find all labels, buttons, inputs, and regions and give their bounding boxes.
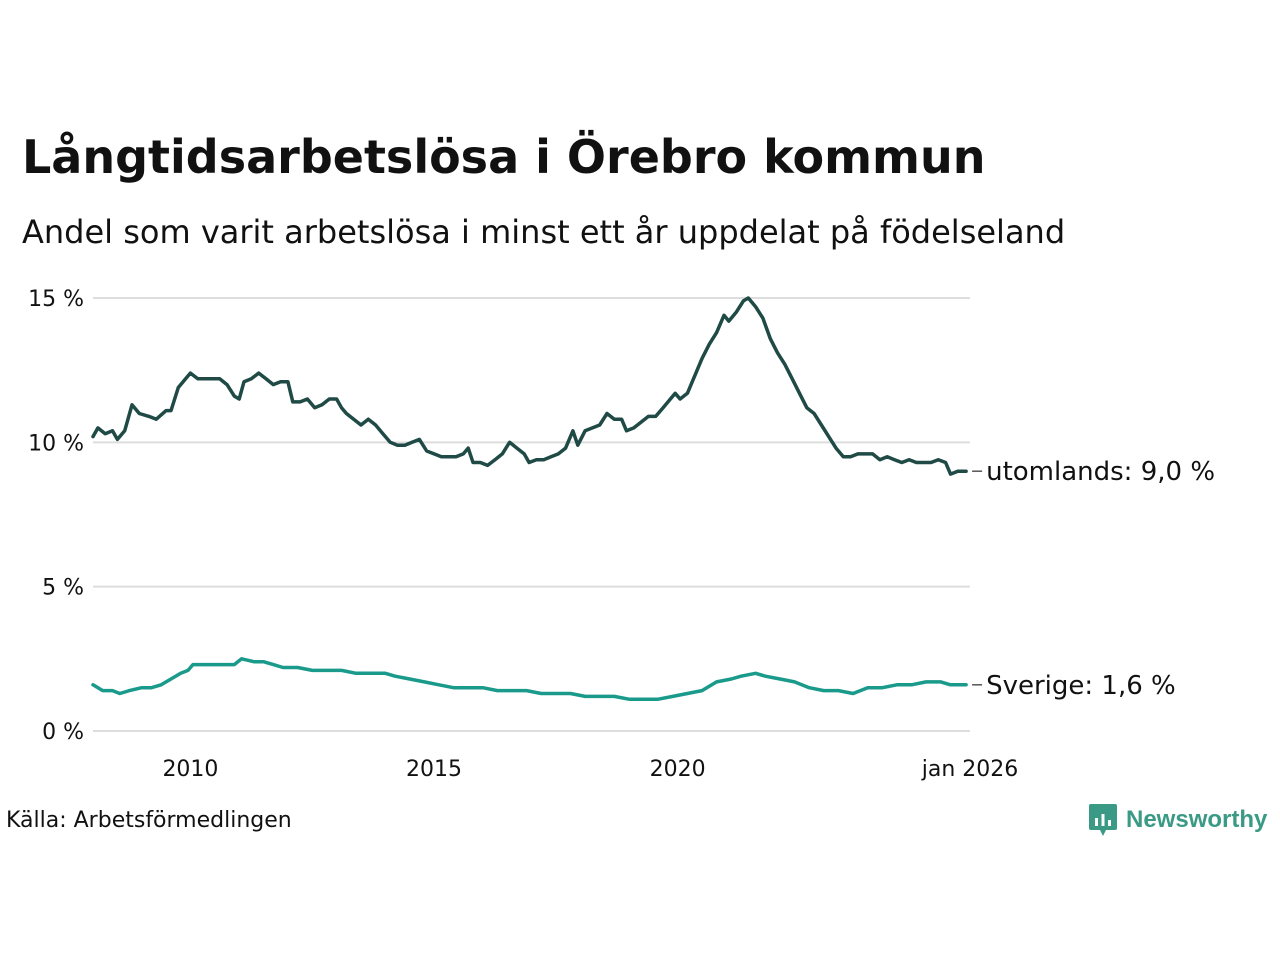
newsworthy-logo-text: Newsworthy (1126, 806, 1268, 833)
y-tick-label: 10 % (28, 431, 84, 456)
y-tick-label: 5 % (42, 576, 84, 601)
x-tick-label: 2020 (650, 757, 706, 782)
x-tick-label: 2010 (162, 757, 218, 782)
newsworthy-logo-icon (1089, 804, 1117, 836)
y-tick-label: 15 % (28, 287, 84, 312)
end-label-sverige: Sverige: 1,6 % (986, 671, 1176, 701)
newsworthy-logo: Newsworthy (1088, 802, 1267, 838)
series-line-utomlands (91, 296, 968, 476)
y-tick-label: 0 % (42, 720, 84, 745)
series-line-sverige (91, 657, 968, 701)
x-tick-label: 2015 (406, 757, 462, 782)
x-tick-label: jan 2026 (921, 757, 1019, 782)
chart-title: Långtidsarbetslösa i Örebro kommun (22, 130, 986, 184)
source-note: Källa: Arbetsförmedlingen (6, 808, 292, 833)
end-label-utomlands: utomlands: 9,0 % (986, 457, 1215, 487)
chart-subtitle: Andel som varit arbetslösa i minst ett å… (22, 213, 1066, 251)
